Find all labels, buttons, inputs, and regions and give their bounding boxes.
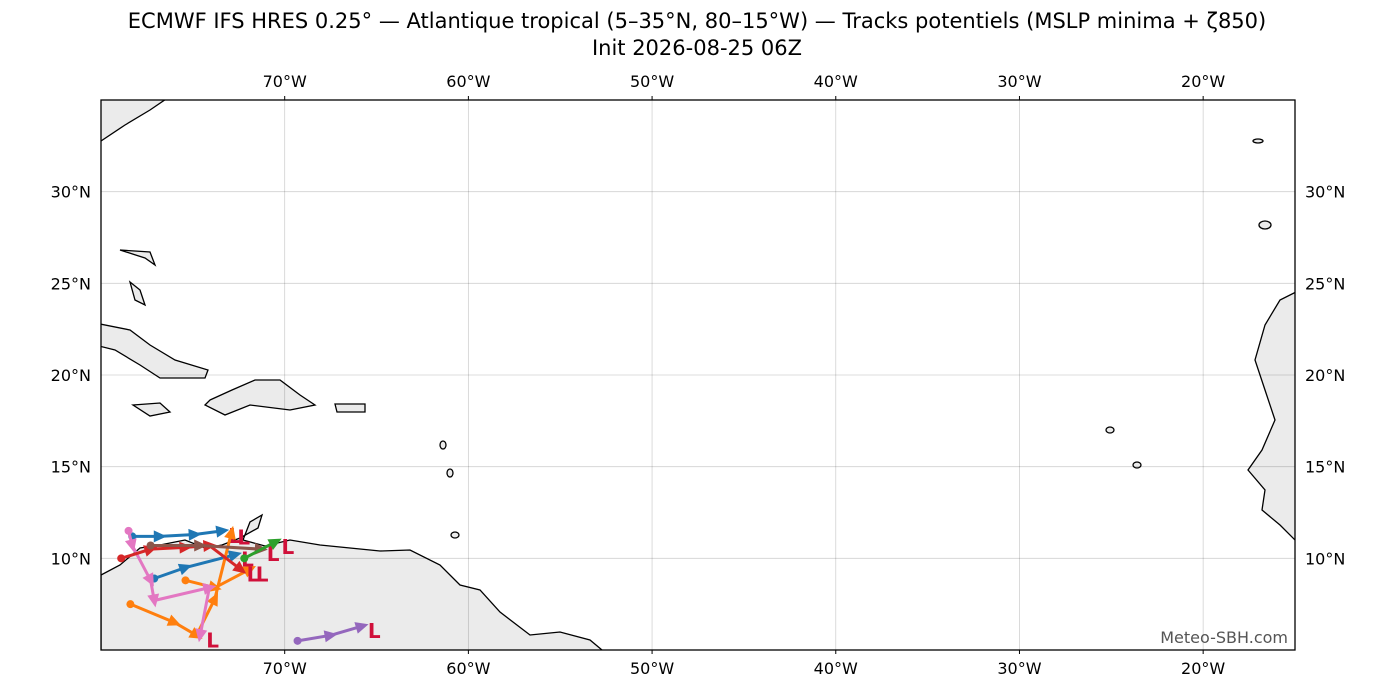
track-arrow	[142, 572, 154, 587]
low-label: L	[267, 542, 280, 566]
track-arrow	[232, 560, 247, 574]
track-arrow	[195, 628, 208, 643]
credit: Meteo-SBH.com	[1160, 628, 1288, 647]
canaries	[1258, 220, 1272, 230]
cape-verde	[1132, 461, 1142, 469]
y-tick-label: 10°N	[1305, 549, 1345, 568]
lesser-antilles	[446, 468, 454, 478]
track-arrow	[241, 566, 256, 578]
track-arrow	[215, 525, 230, 538]
track-arrow	[202, 583, 217, 595]
north-america	[101, 100, 166, 142]
x-tick-label: 20°W	[1181, 72, 1225, 91]
andros	[128, 280, 147, 307]
x-tick-label: 50°W	[630, 659, 674, 678]
cuba	[101, 323, 209, 379]
x-tick-label: 70°W	[263, 72, 307, 91]
track-arrow	[124, 538, 137, 553]
x-tick-label: 60°W	[446, 72, 490, 91]
azores	[1252, 138, 1264, 144]
x-tick-label: 30°W	[997, 659, 1041, 678]
x-tick-label: 70°W	[263, 659, 307, 678]
y-tick-label: 15°N	[51, 458, 91, 477]
y-tick-label: 30°N	[51, 183, 91, 202]
track-arrow	[354, 622, 369, 634]
track-arrow	[177, 563, 193, 576]
grid: 70°W 70°W 60°W 60°W 50°W 50°W 40°W 40°W 30°W 30°W…	[51, 72, 1346, 678]
puerto-rico	[334, 403, 366, 413]
y-tick-label: 20°N	[1305, 366, 1345, 385]
x-tick-label: 30°W	[997, 72, 1041, 91]
x-tick-label: 50°W	[630, 72, 674, 91]
track-arrow	[143, 545, 158, 557]
y-tick-label: 30°N	[1305, 183, 1345, 202]
track-arrow	[224, 525, 236, 540]
y-tick-label: 20°N	[51, 366, 91, 385]
track-arrow	[194, 539, 208, 552]
low-label: L	[206, 628, 219, 652]
y-tick-label: 15°N	[1305, 458, 1345, 477]
track-arrow	[147, 593, 160, 608]
y-tick-label: 25°N	[1305, 274, 1345, 293]
low-label: L	[237, 526, 250, 550]
low-label: L	[256, 562, 269, 586]
track-start	[146, 541, 155, 550]
track-arrow	[227, 550, 242, 562]
y-tick-label: 25°N	[51, 274, 91, 293]
x-tick-label: 40°W	[814, 659, 858, 678]
track-arrow	[153, 530, 167, 543]
track-arrow	[188, 528, 202, 541]
y-tick-label: 10°N	[51, 549, 91, 568]
cape-verde	[1105, 426, 1115, 434]
low-label: L	[247, 562, 260, 586]
x-tick-label: 20°W	[1181, 659, 1225, 678]
hispaniola	[203, 379, 317, 416]
track-arrow	[323, 630, 338, 643]
track-start	[124, 526, 133, 535]
track-start	[181, 576, 190, 585]
track-arrow	[206, 592, 219, 607]
track-start	[240, 554, 249, 563]
track-start	[126, 600, 135, 609]
trinidad	[450, 531, 460, 539]
track-line	[132, 529, 223, 538]
low-label: L	[368, 619, 381, 643]
lesser-antilles	[439, 440, 447, 450]
subtitle: Init 2026-08-25 06Z	[592, 36, 802, 60]
tracks: LLLLLLLLL	[117, 524, 381, 652]
frame	[100, 99, 1296, 651]
track-start	[293, 636, 302, 645]
track-arrow	[267, 538, 282, 550]
bahamas	[119, 249, 157, 267]
x-tick-label: 60°W	[446, 659, 490, 678]
track-arrow	[166, 614, 181, 626]
land	[101, 100, 1295, 650]
title: ECMWF IFS HRES 0.25° — Atlantique tropic…	[128, 9, 1266, 33]
africa	[1247, 291, 1295, 541]
track-start	[117, 554, 126, 563]
jamaica	[131, 402, 172, 417]
x-tick-label: 40°W	[814, 72, 858, 91]
low-label: L	[282, 535, 295, 559]
